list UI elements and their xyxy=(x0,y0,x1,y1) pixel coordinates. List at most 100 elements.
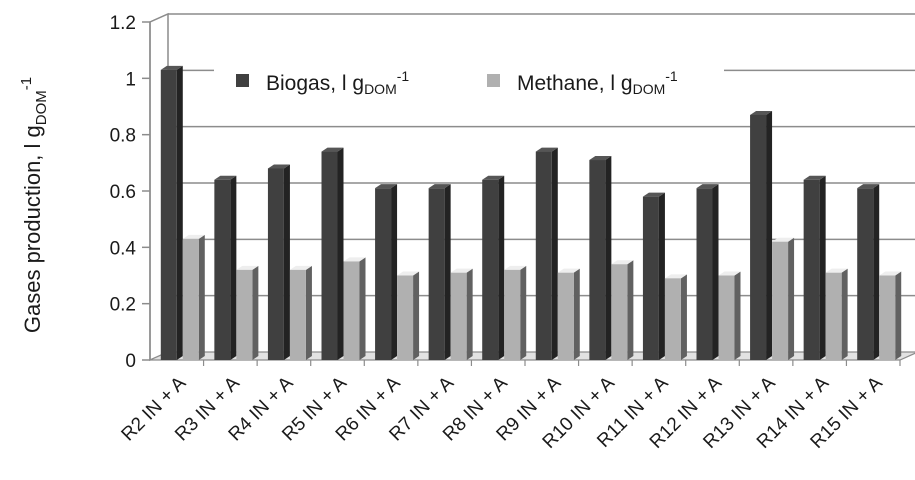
bar-side-face xyxy=(712,184,719,360)
bar-biogas-13 xyxy=(803,175,826,360)
bar-front-face xyxy=(214,179,231,360)
bar-side-face xyxy=(413,271,420,360)
bar-top-face xyxy=(214,175,237,180)
bar-front-face xyxy=(803,179,820,360)
bar-top-face xyxy=(879,271,902,276)
bar-top-face xyxy=(289,265,312,270)
y-tick-label: 0.6 xyxy=(110,182,136,203)
bar-biogas-10 xyxy=(642,192,665,360)
bar-front-face xyxy=(504,269,521,360)
y-axis-label: Gases production, l gDOM-1 xyxy=(18,77,50,333)
bar-front-face xyxy=(557,272,574,360)
bar-side-face xyxy=(520,265,527,360)
bar-top-face xyxy=(803,175,826,180)
bar-side-face xyxy=(551,147,558,360)
bar-side-face xyxy=(198,234,205,360)
bar-side-face xyxy=(895,271,902,360)
bar-side-face xyxy=(359,257,366,360)
bar-front-face xyxy=(236,269,253,360)
bar-front-face xyxy=(482,179,499,360)
y-tick-labels: 0 0.2 0.4 0.6 0.8 1 1.2 xyxy=(110,13,137,372)
bar-top-face xyxy=(321,147,344,152)
gridline xyxy=(149,238,915,249)
bar-side-face xyxy=(873,184,880,360)
bars-layer xyxy=(160,65,902,360)
bar-front-face xyxy=(397,275,414,360)
legend-swatch-methane xyxy=(487,74,500,87)
y-tick-label: 1.2 xyxy=(110,13,136,34)
bar-biogas-6 xyxy=(428,184,451,360)
gridline xyxy=(149,13,915,23)
bar-top-face xyxy=(343,257,366,262)
bar-biogas-12 xyxy=(750,110,773,360)
bar-front-face xyxy=(611,264,628,360)
bar-biogas-9 xyxy=(589,156,612,360)
bar-side-face xyxy=(819,175,826,360)
bar-top-face xyxy=(535,147,558,152)
bar-front-face xyxy=(289,269,306,360)
bar-biogas-3 xyxy=(267,164,290,360)
bar-front-face xyxy=(589,160,606,360)
bar-side-face xyxy=(788,237,795,360)
bar-front-face xyxy=(696,188,713,360)
y-tick-label: 1 xyxy=(125,69,136,90)
bar-top-face xyxy=(450,268,473,273)
bar-methane-13 xyxy=(825,268,848,360)
bar-front-face xyxy=(857,188,874,360)
bar-front-face xyxy=(718,275,735,360)
bar-methane-12 xyxy=(772,237,795,360)
bar-biogas-1 xyxy=(160,65,183,360)
bar-methane-3 xyxy=(289,265,312,360)
bar-front-face xyxy=(267,168,284,360)
gridline xyxy=(149,125,915,136)
bar-front-face xyxy=(750,114,767,360)
bar-side-face xyxy=(176,65,183,360)
bar-side-face xyxy=(605,156,612,360)
bar-side-face xyxy=(444,184,451,360)
bar-top-face xyxy=(611,260,634,265)
bar-front-face xyxy=(160,69,177,360)
legend-swatch-biogas xyxy=(236,74,249,87)
bar-side-face xyxy=(680,274,687,360)
bar-side-face xyxy=(230,175,237,360)
bar-top-face xyxy=(589,156,612,161)
bar-top-face xyxy=(375,184,398,189)
bar-top-face xyxy=(182,234,205,239)
bar-methane-7 xyxy=(504,265,527,360)
bar-front-face xyxy=(879,275,896,360)
bar-side-face xyxy=(734,271,741,360)
bar-front-face xyxy=(375,188,392,360)
bar-front-face xyxy=(642,196,659,360)
bar-side-face xyxy=(252,265,259,360)
bar-methane-4 xyxy=(343,257,366,360)
bar-top-face xyxy=(696,184,719,189)
bar-side-face xyxy=(498,175,505,360)
bar-top-face xyxy=(428,184,451,189)
bar-top-face xyxy=(160,65,183,70)
bar-methane-1 xyxy=(182,234,205,360)
bar-methane-8 xyxy=(557,268,580,360)
bar-top-face xyxy=(825,268,848,273)
bar-side-face xyxy=(841,268,848,360)
bar-methane-9 xyxy=(611,260,634,360)
legend-label-biogas: Biogas, l gDOM-1 xyxy=(266,68,409,97)
bar-top-face xyxy=(236,265,259,270)
bar-front-face xyxy=(182,238,199,360)
bar-methane-10 xyxy=(664,274,687,360)
bar-side-face xyxy=(573,268,580,360)
bar-top-face xyxy=(557,268,580,273)
bar-biogas-4 xyxy=(321,147,344,360)
bar-front-face xyxy=(321,151,338,360)
bar-front-face xyxy=(825,272,842,360)
bar-top-face xyxy=(397,271,420,276)
legend: Biogas, l gDOM-1 Methane, l gDOM-1 xyxy=(214,56,724,108)
bar-side-face xyxy=(766,110,773,360)
bar-methane-2 xyxy=(236,265,259,360)
legend-label-methane: Methane, l gDOM-1 xyxy=(517,68,678,97)
gridline xyxy=(149,294,915,305)
bar-methane-5 xyxy=(397,271,420,360)
legend-background xyxy=(214,56,724,108)
bar-methane-11 xyxy=(718,271,741,360)
bar-side-face xyxy=(305,265,312,360)
bar-side-face xyxy=(658,192,665,360)
